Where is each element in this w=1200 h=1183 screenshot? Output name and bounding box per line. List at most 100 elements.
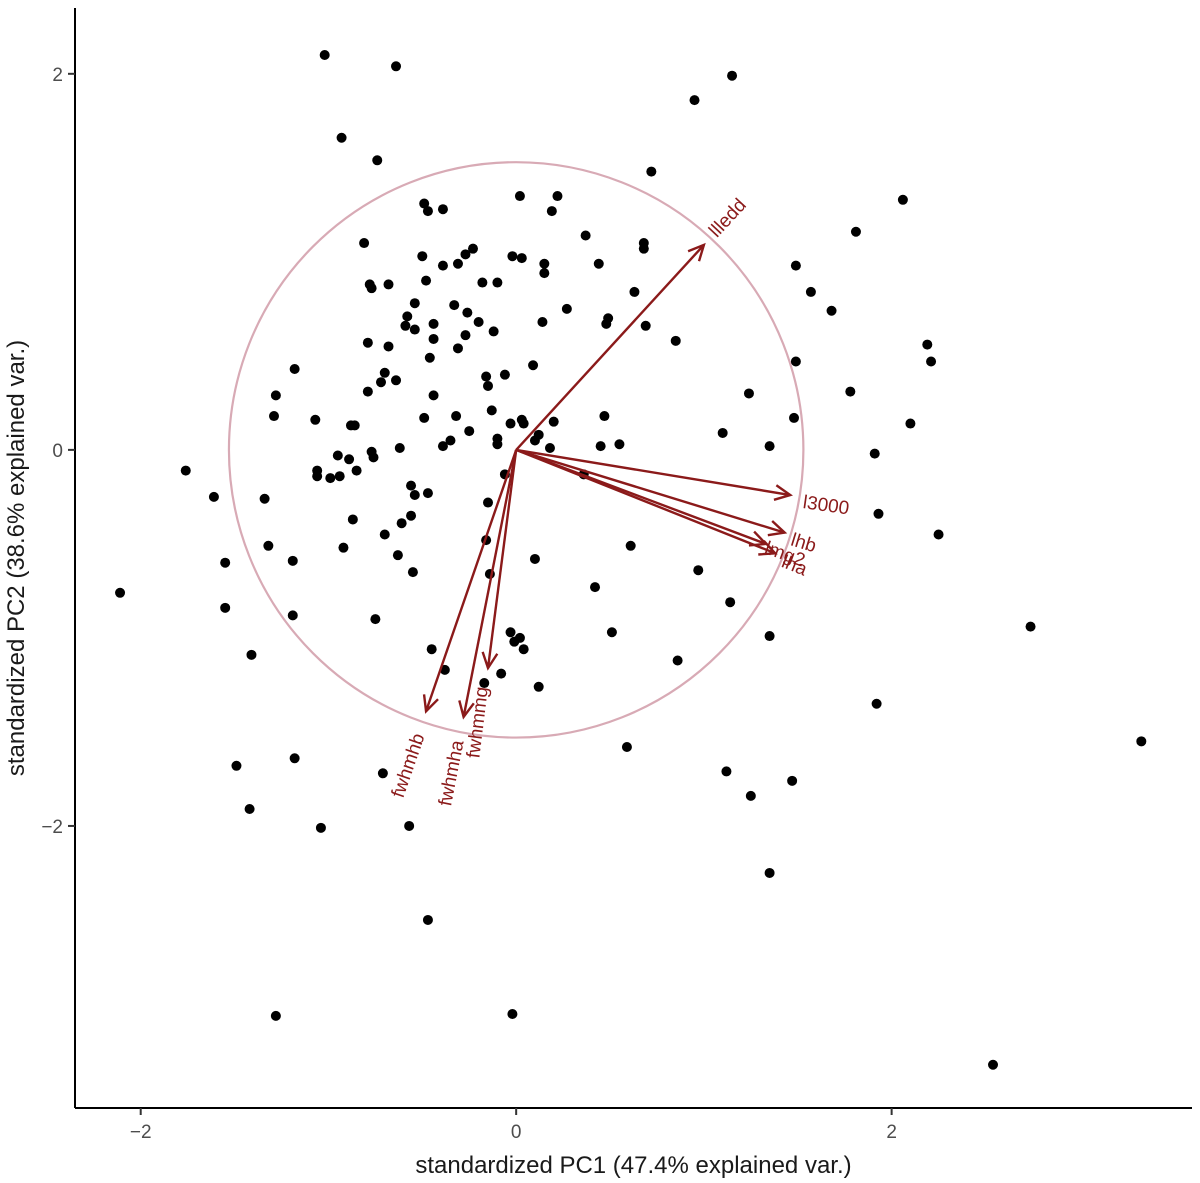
data-point [537,317,548,328]
data-point [926,356,937,367]
data-point [621,741,632,752]
data-point [625,540,636,551]
arrow-label-fwhmhb: fwhmhb [388,731,430,801]
data-point [428,333,439,344]
data-point [481,371,492,382]
data-point [477,277,488,288]
data-point [451,411,462,422]
data-point [606,627,617,638]
data-point [614,439,625,450]
data-point [426,644,437,655]
data-point [462,307,473,318]
data-point [372,155,383,166]
arrowhead-fwhmhb [422,694,439,714]
data-point [548,416,559,427]
data-point [407,567,418,578]
loading-arrow-fwhmha [462,449,518,718]
data-point [359,238,370,249]
data-point [721,766,732,777]
data-point [332,450,343,461]
data-point [1136,736,1147,747]
data-point [533,681,544,692]
data-point [391,61,402,72]
data-point [368,452,379,463]
data-point [220,557,231,568]
data-point [507,251,518,262]
data-point [270,390,281,401]
data-point [486,405,497,416]
data-point [518,418,529,429]
y-axis-title: standardized PC2 (38.6% explained var.) [3,340,30,776]
data-point [268,411,279,422]
data-point [460,330,471,341]
data-point [499,369,510,380]
data-point [509,636,520,647]
data-point [180,465,191,476]
arrowhead-llledd [687,242,706,262]
x-tick-label: 0 [511,1122,522,1143]
data-point [310,414,321,425]
data-point [505,418,516,429]
data-point [244,804,255,815]
data-point [394,443,405,453]
data-point [344,454,355,465]
data-point [419,198,430,209]
data-point [464,426,475,437]
data-point [869,448,880,459]
data-point [289,753,300,764]
data-point [377,768,388,779]
data-point [460,249,471,260]
y-tick-label: 0 [52,441,63,462]
loading-arrows-layer [422,242,793,720]
data-point [220,602,231,613]
data-point [315,822,326,833]
y-tick-label: −2 [41,817,63,838]
data-point [422,914,433,925]
data-point [428,390,439,401]
data-point [764,631,775,642]
data-point [483,380,494,391]
data-point [727,70,738,81]
data-point [590,582,601,593]
data-point [312,471,323,482]
data-point [905,418,916,429]
data-point [539,258,550,269]
data-point [672,655,683,666]
data-point [379,367,390,378]
correlation-circle [227,161,805,739]
data-point [595,441,606,452]
x-tick-label: −2 [130,1122,152,1143]
data-point [546,206,557,217]
data-point [483,497,494,508]
data-point [507,1008,518,1019]
data-point [383,279,394,290]
arrow-label-l3000: l3000 [802,492,851,519]
data-point [406,480,417,491]
axes-layer [74,8,1192,1109]
data-point [764,867,775,878]
y-tick-label: 2 [52,65,63,86]
arrowhead-fwhmmg [481,651,499,671]
data-point [428,318,439,329]
data-point [452,258,463,269]
data-point [514,191,525,202]
data-point [376,377,387,388]
data-point [289,364,300,375]
data-point [764,441,775,452]
data-point [445,435,456,446]
data-point [259,493,270,504]
data-point [516,253,527,264]
arrowhead-l3000 [773,484,793,501]
data-point [850,226,861,237]
data-points-layer [115,50,1147,1070]
data-point [422,488,433,499]
data-point [505,627,516,638]
arrowhead-lha [758,539,778,556]
data-point [717,427,728,438]
data-point [362,386,373,397]
data-point [528,360,539,371]
data-point [422,206,433,217]
data-point [638,243,649,254]
